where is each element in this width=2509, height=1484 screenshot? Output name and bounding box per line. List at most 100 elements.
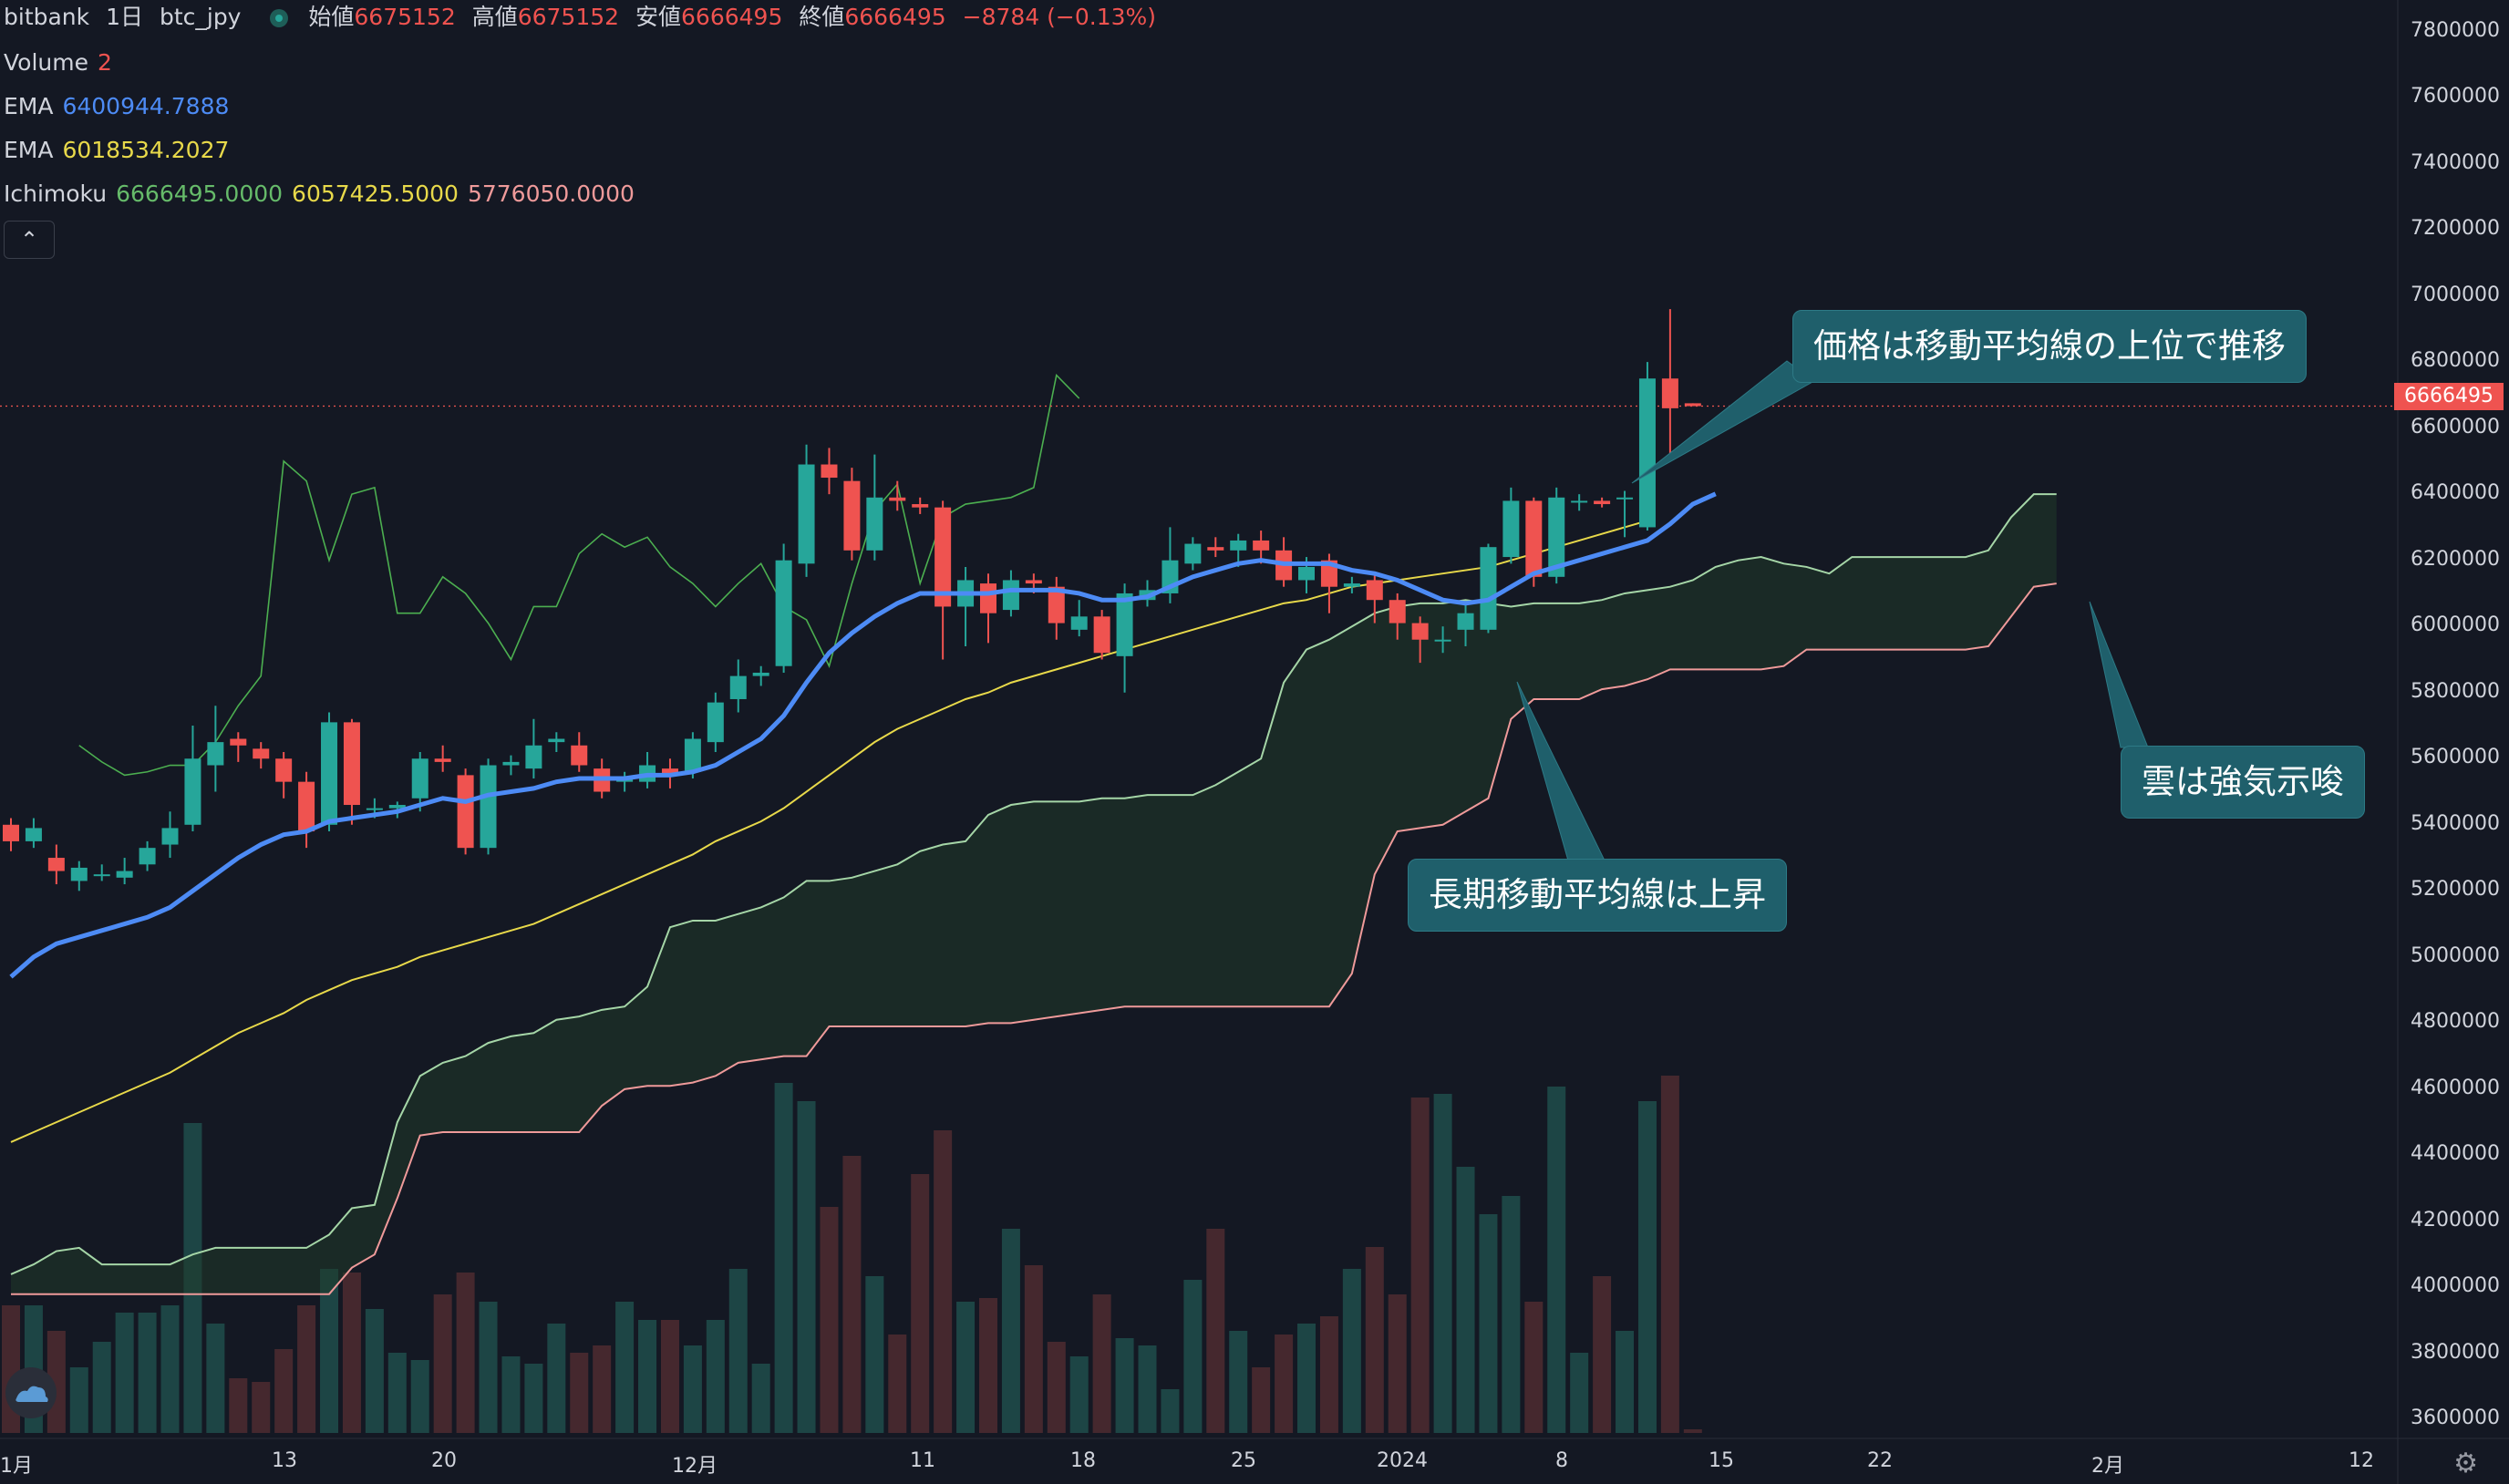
volume-bar bbox=[1115, 1338, 1134, 1433]
price-tick-label: 5400000 bbox=[2411, 811, 2500, 835]
price-tick-label: 5000000 bbox=[2411, 943, 2500, 967]
candle-body bbox=[207, 742, 224, 766]
volume-bar bbox=[1229, 1331, 1248, 1433]
volume-bar bbox=[160, 1305, 180, 1433]
candle-body bbox=[1434, 639, 1451, 642]
volume-bar bbox=[956, 1302, 976, 1433]
volume-bar bbox=[1683, 1429, 1702, 1433]
price-tick-label: 5600000 bbox=[2411, 746, 2500, 769]
symbol-name[interactable]: btc_jpy bbox=[159, 4, 242, 30]
volume-bar bbox=[1433, 1094, 1452, 1433]
tradingview-logo[interactable] bbox=[5, 1367, 57, 1418]
price-tick-label: 6200000 bbox=[2411, 547, 2500, 571]
price-tick-label: 4800000 bbox=[2411, 1010, 2500, 1034]
volume-bar bbox=[570, 1353, 589, 1433]
collapse-legend-button[interactable]: ⌃ bbox=[4, 221, 55, 259]
volume-label: Volume bbox=[4, 49, 88, 76]
volume-legend[interactable]: Volume 2 bbox=[4, 49, 121, 77]
time-tick-label: 2月 bbox=[2091, 1455, 2124, 1478]
price-tick-label: 3800000 bbox=[2411, 1340, 2500, 1364]
annotation-cloud-bullish[interactable]: 雲は強気示唆 bbox=[2121, 746, 2365, 819]
candle-body bbox=[1684, 403, 1701, 407]
candle-body bbox=[388, 805, 406, 809]
volume-bar bbox=[934, 1130, 953, 1433]
last-price-tag: 6666495 bbox=[2394, 383, 2504, 410]
candle-body bbox=[1002, 580, 1019, 611]
volume-bar bbox=[1410, 1098, 1430, 1433]
price-tick-label: 4000000 bbox=[2411, 1274, 2500, 1298]
candle-body bbox=[1457, 613, 1474, 630]
ichimoku-kijun-value: 6057425.5000 bbox=[292, 180, 459, 207]
candle-body bbox=[321, 722, 338, 825]
ichimoku-cloud bbox=[11, 494, 2057, 1294]
candle-body bbox=[70, 867, 88, 881]
time-tick-label: 1月 bbox=[0, 1455, 33, 1478]
volume-bar bbox=[1161, 1389, 1180, 1433]
candle-body bbox=[253, 748, 270, 759]
candle-body bbox=[1366, 580, 1383, 601]
volume-bar bbox=[797, 1101, 816, 1433]
candle-body bbox=[1025, 580, 1042, 584]
candle-body bbox=[434, 758, 451, 762]
volume-bar bbox=[1001, 1229, 1020, 1433]
volume-bar bbox=[1319, 1316, 1338, 1433]
candle-body bbox=[1525, 500, 1543, 577]
volume-bar bbox=[1570, 1353, 1589, 1433]
candle-body bbox=[912, 504, 929, 508]
price-tick-label: 7600000 bbox=[2411, 85, 2500, 108]
price-tick-label: 3600000 bbox=[2411, 1407, 2500, 1430]
ohlc-high-label: 高値 bbox=[471, 4, 518, 30]
time-tick-label: 12 bbox=[2349, 1449, 2374, 1472]
volume-bar bbox=[911, 1174, 930, 1433]
volume-bar bbox=[1206, 1229, 1225, 1433]
ema-slow-value: 6018534.2027 bbox=[62, 137, 230, 163]
candle-body bbox=[1571, 500, 1588, 503]
annotation-price-above-ma[interactable]: 価格は移動平均線の上位で推移 bbox=[1792, 310, 2307, 383]
volume-bar bbox=[320, 1269, 339, 1433]
volume-bar bbox=[1456, 1167, 1475, 1433]
volume-bar bbox=[1252, 1367, 1271, 1433]
candle-body bbox=[889, 497, 906, 501]
ema-slow-label: EMA bbox=[4, 137, 54, 163]
volume-bar bbox=[274, 1349, 294, 1433]
interval-label[interactable]: 1日 bbox=[106, 4, 143, 30]
ema-fast-legend[interactable]: EMA 6400944.7888 bbox=[4, 93, 238, 120]
volume-bar bbox=[1593, 1276, 1612, 1433]
ichimoku-tenkan-value: 6666495.0000 bbox=[116, 180, 284, 207]
exchange-name[interactable]: bitbank bbox=[4, 4, 90, 30]
candle-body bbox=[934, 507, 952, 607]
volume-bar bbox=[1069, 1356, 1089, 1433]
candle-body bbox=[1616, 497, 1634, 500]
volume-bar bbox=[365, 1309, 384, 1433]
price-tick-label: 7000000 bbox=[2411, 283, 2500, 306]
time-tick-label: 22 bbox=[1867, 1449, 1893, 1472]
candle-body bbox=[480, 765, 497, 849]
candle-body bbox=[230, 738, 247, 746]
volume-bar bbox=[229, 1378, 248, 1433]
cloud-icon bbox=[15, 1386, 48, 1402]
callout-pointer-price bbox=[1631, 360, 1815, 484]
volume-bar bbox=[1616, 1331, 1635, 1433]
time-tick-label: 13 bbox=[272, 1449, 297, 1472]
ichimoku-legend[interactable]: Ichimoku 6666495.0000 6057425.5000 5776050.… bbox=[4, 180, 644, 208]
volume-bar bbox=[706, 1320, 725, 1433]
candle-body bbox=[548, 738, 565, 743]
settings-gear-icon[interactable]: ⚙ bbox=[2453, 1448, 2478, 1479]
time-tick-label: 11 bbox=[910, 1449, 935, 1472]
candle-body bbox=[1638, 378, 1656, 528]
candle-body bbox=[3, 824, 19, 841]
candle-body bbox=[1048, 586, 1065, 623]
candle-body bbox=[1093, 616, 1110, 654]
price-tick-label: 7200000 bbox=[2411, 217, 2500, 241]
volume-bar bbox=[547, 1324, 566, 1433]
volume-bar bbox=[683, 1345, 702, 1433]
volume-bar bbox=[456, 1273, 475, 1433]
time-tick-label: 20 bbox=[431, 1449, 457, 1472]
ohlc-low-label: 安値 bbox=[635, 4, 682, 30]
candle-body bbox=[1480, 547, 1497, 630]
price-tick-label: 4200000 bbox=[2411, 1208, 2500, 1232]
ema-slow-legend[interactable]: EMA 6018534.2027 bbox=[4, 137, 238, 164]
time-tick-label: 2024 bbox=[1377, 1449, 1428, 1472]
annotation-long-ma-rising[interactable]: 長期移動平均線は上昇 bbox=[1408, 859, 1787, 932]
